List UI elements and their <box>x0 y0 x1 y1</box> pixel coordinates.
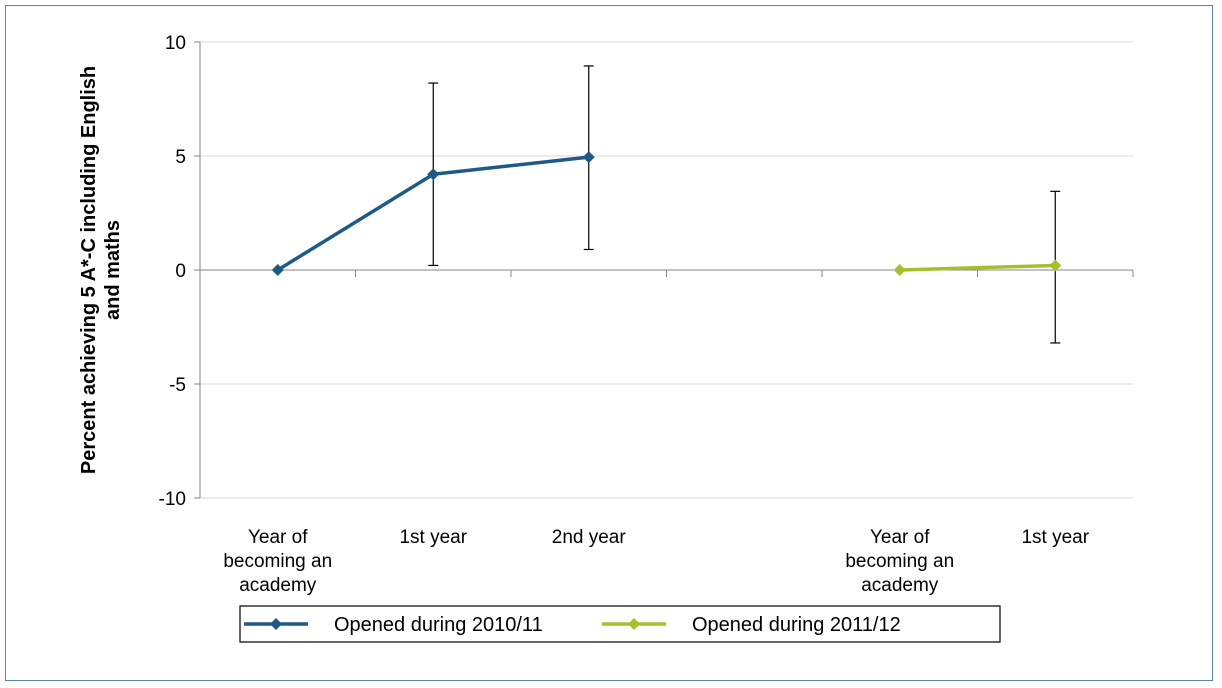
y-axis-title-line: Percent achieving 5 A*-C including Engli… <box>78 66 100 474</box>
legend-label: Opened during 2011/12 <box>692 614 901 636</box>
series <box>271 65 1062 344</box>
x-tick-label: academy <box>239 575 317 596</box>
legend: Opened during 2010/11 Opened during 2011/… <box>239 605 1001 643</box>
chart-frame <box>5 5 1213 681</box>
data-point <box>582 151 595 164</box>
y-axis-title-line: and maths <box>102 220 124 320</box>
series-1 <box>271 65 595 276</box>
x-tick-label: 1st year <box>399 527 467 548</box>
x-tick-label: becoming an <box>223 551 332 572</box>
y-axis-title: Percent achieving 5 A*-C including Engli… <box>78 66 124 474</box>
legend-label: Opened during 2010/11 <box>334 614 543 636</box>
x-tick-label: 2nd year <box>552 527 627 548</box>
y-tick-labels: 10 5 0 -5 -10 <box>159 33 186 510</box>
series-2 <box>893 190 1062 344</box>
gridlines <box>200 41 1133 499</box>
y-tick-label: 5 <box>175 147 186 168</box>
x-tick-label: academy <box>861 575 939 596</box>
legend-marker <box>628 618 640 630</box>
data-point <box>893 264 906 276</box>
data-point <box>271 264 284 276</box>
legend-entry: Opened during 2011/12 <box>602 614 901 636</box>
x-tick-label: Year of <box>248 527 308 548</box>
legend-marker <box>270 618 282 630</box>
x-tick-labels: Year of becoming an academy 1st year 2nd yea… <box>223 527 1089 596</box>
x-tick-label: Year of <box>870 527 930 548</box>
data-point <box>1049 259 1062 272</box>
x-tick-label: becoming an <box>845 551 954 572</box>
x-tick-label: 1st year <box>1021 527 1089 548</box>
legend-entry: Opened during 2010/11 <box>244 614 543 636</box>
y-tick-label: 10 <box>165 33 186 54</box>
y-tick-label: 0 <box>175 261 186 282</box>
y-tick-label: -10 <box>159 489 186 510</box>
series-line <box>899 263 1056 272</box>
y-tick-label: -5 <box>169 375 186 396</box>
data-point <box>427 168 440 181</box>
axes <box>194 41 1134 499</box>
